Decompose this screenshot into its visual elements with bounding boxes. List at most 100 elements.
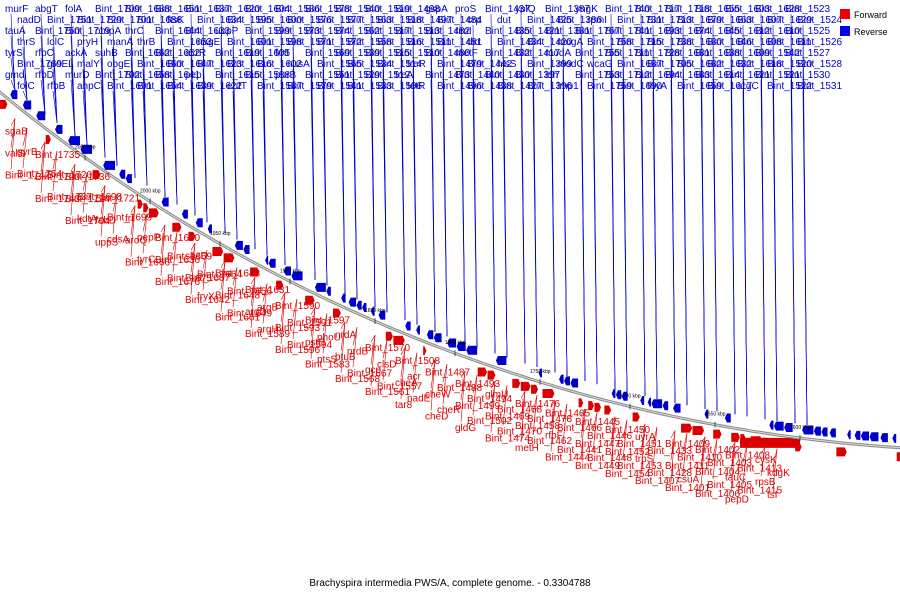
reverse-gene-label: Bint_1421 xyxy=(515,26,560,37)
forward-leader-line xyxy=(760,447,766,477)
reverse-gene-label: Bint_1601 xyxy=(227,37,272,48)
reverse-leader-line xyxy=(760,79,766,420)
forward-gene-label: rfbF xyxy=(545,430,563,441)
forward-gene-label: Bint_1698 xyxy=(77,192,122,203)
reverse-gene-label: ldh xyxy=(545,70,558,81)
reverse-gene-label: Bint_1523 xyxy=(785,4,830,15)
reverse-gene-label: Bint_1615 xyxy=(215,70,260,81)
reverse-gene-label: Bint_1680 xyxy=(677,37,722,48)
forward-gene-label: Bint_1561 xyxy=(365,387,410,398)
forward-gene-label: Bint_1411 xyxy=(665,461,710,472)
reverse-gene-arrow xyxy=(416,325,420,335)
forward-gene-label: Bint_1676 xyxy=(155,277,200,288)
forward-leader-line xyxy=(670,430,676,482)
reverse-gene-arrow xyxy=(802,425,814,435)
forward-gene-label: Bint_1648 xyxy=(215,291,260,302)
reverse-gene-label: Bint_1691 xyxy=(107,81,152,92)
forward-gene-label: Bint_1735 xyxy=(35,150,80,161)
reverse-leader-line xyxy=(232,90,238,240)
reverse-gene-label: Bint_1617 xyxy=(707,81,752,92)
forward-gene-label: Bint_1445 xyxy=(575,417,620,428)
reverse-gene-label: Bint_1480 xyxy=(425,48,470,59)
reverse-gene-label: Bint_1417 xyxy=(515,48,560,59)
reverse-gene-label: suhB xyxy=(95,48,118,59)
forward-gene-label: Bint_1470 xyxy=(497,426,542,437)
forward-leader-line xyxy=(52,150,58,170)
forward-gene-label: Bint_1446 xyxy=(587,431,632,442)
reverse-gene-arrow xyxy=(161,197,169,207)
forward-gene-label: Bint_1466 xyxy=(557,423,602,434)
forward-gene-label: Bint_1428 xyxy=(647,468,692,479)
forward-leader-line xyxy=(622,419,628,438)
forward-leader-line xyxy=(472,375,478,416)
reverse-leader-line xyxy=(802,90,808,425)
legend-forward-swatch xyxy=(840,9,850,19)
reverse-gene-label: Bint_1751 xyxy=(47,15,92,26)
reverse-gene-label: Bint_1571 xyxy=(287,37,332,48)
forward-leader-line xyxy=(172,232,178,273)
reverse-gene-label: Bint_1618 xyxy=(737,59,782,70)
reverse-gene-arrow xyxy=(55,124,63,134)
reverse-gene-label: rpmI xyxy=(587,15,607,26)
reverse-gene-label: Bint_1434 xyxy=(497,37,542,48)
forward-leader-line xyxy=(730,442,736,494)
reverse-gene-label: Bint_1533 xyxy=(347,81,392,92)
forward-leader-line xyxy=(322,313,328,354)
reverse-gene-arrow xyxy=(10,90,18,100)
forward-leader-line xyxy=(40,141,46,193)
reverse-gene-label: Bint_1687 xyxy=(617,59,662,70)
forward-leader-line xyxy=(202,250,208,269)
reverse-gene-arrow xyxy=(181,209,188,219)
forward-leader-line xyxy=(382,340,388,359)
forward-leader-line xyxy=(70,164,76,172)
forward-gene-label: Bint_1451 xyxy=(617,439,662,450)
reverse-gene-label: Bint_1637 xyxy=(185,4,230,15)
reverse-gene-label: Bint_1728 xyxy=(635,48,680,59)
reverse-leader-line xyxy=(52,68,58,124)
forward-leader-line xyxy=(682,433,688,474)
reverse-gene-label: Bint_1587 xyxy=(257,81,302,92)
reverse-gene-label: Bint_1442 xyxy=(467,59,512,70)
forward-gene-arrow xyxy=(588,401,594,411)
reverse-gene-label: Bint_1514 xyxy=(377,59,422,70)
gene-arrows xyxy=(0,90,900,462)
forward-leader-line xyxy=(22,127,28,169)
reverse-leader-line xyxy=(550,79,556,373)
reverse-leader-line xyxy=(700,79,706,409)
forward-gene-label: kdtA xyxy=(77,214,97,225)
forward-gene-label: pepP xyxy=(137,232,161,243)
forward-gene-label: aroQ xyxy=(125,236,147,247)
reverse-gene-arrow xyxy=(356,300,362,310)
forward-leader-line xyxy=(310,307,316,359)
reverse-gene-label: Bint_1653 xyxy=(167,37,212,48)
forward-gene-arrow xyxy=(423,346,427,356)
forward-gene-arrow xyxy=(188,231,196,241)
reverse-gene-label: Bint_1646 xyxy=(707,37,752,48)
reverse-gene-label: Bint_1629 xyxy=(767,15,812,26)
reverse-leader-line xyxy=(142,90,148,186)
reverse-gene-arrow xyxy=(195,218,203,228)
reverse-gene-arrow xyxy=(773,421,784,431)
reverse-gene-label: Bint_1440 xyxy=(455,70,500,81)
forward-gene-label: sgaB xyxy=(5,127,28,138)
reverse-leader-line xyxy=(292,90,298,271)
forward-gene-label: Bint_1594 xyxy=(287,340,332,351)
reverse-gene-label: Bint_1750 xyxy=(35,26,80,37)
forward-leader-line xyxy=(52,150,58,192)
reverse-gene-label: Bint_1542 xyxy=(755,48,800,59)
forward-leader-line xyxy=(400,347,406,399)
forward-gene-label: Bint_1441 xyxy=(557,445,602,456)
reverse-gene-arrow xyxy=(704,409,709,419)
reverse-gene-label: Bint_1682 xyxy=(677,59,722,70)
reverse-gene-label: Bint_1381 xyxy=(545,26,590,37)
legend: Forward Reverse xyxy=(840,9,888,37)
reverse-gene-label: Bint_1758 xyxy=(587,37,632,48)
reverse-gene-label: Bint_1612 xyxy=(725,26,770,37)
reverse-gene-label: thrB xyxy=(137,37,156,48)
reverse-gene-label: Bint_1621 xyxy=(725,70,770,81)
forward-gene-label: Bint_1494 xyxy=(467,394,512,405)
forward-gene-label: Bint_1458 xyxy=(515,421,560,432)
reverse-gene-label: Bint_1709 xyxy=(95,4,140,15)
genome-backbone-highlight xyxy=(0,91,900,449)
forward-gene-label: gyrB xyxy=(17,147,38,158)
